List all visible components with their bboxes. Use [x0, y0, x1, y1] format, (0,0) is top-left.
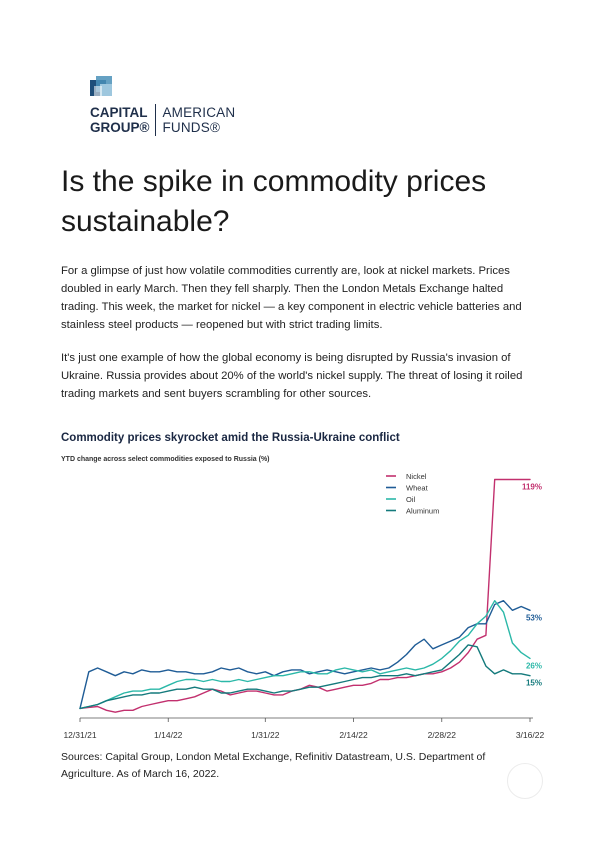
series-line-wheat	[79, 600, 531, 710]
legend-label-nickel: Nickel	[406, 472, 427, 481]
chart-title: Commodity prices skyrocket amid the Russ…	[61, 432, 400, 444]
brand-right-line1: AMERICAN	[162, 105, 236, 120]
page-marker-circle	[507, 763, 543, 799]
x-tick-label: 3/16/22	[516, 730, 545, 740]
intro-paragraph: For a glimpse of just how volatile commo…	[61, 265, 522, 331]
brand-left-line2: GROUP®	[90, 120, 150, 135]
x-tick-label: 1/31/22	[251, 730, 280, 740]
x-tick-label: 2/14/22	[339, 730, 368, 740]
x-tick-label: 12/31/21	[63, 730, 96, 740]
series-line-nickel	[79, 478, 531, 713]
end-label-nickel: 119%	[522, 483, 542, 492]
x-tick-label: 2/28/22	[428, 730, 457, 740]
x-tick-label: 1/14/22	[154, 730, 183, 740]
page-title: Is the spike in commodity prices sustain…	[61, 165, 487, 238]
series-line-aluminum	[79, 644, 531, 710]
context-paragraph: It's just one example of how the global …	[61, 352, 523, 400]
logo-squares-icon	[90, 76, 112, 100]
end-label-wheat: 53%	[526, 613, 542, 622]
end-label-aluminum: 15%	[526, 679, 542, 688]
end-label-oil: 26%	[526, 661, 542, 670]
source-note: Sources: Capital Group, London Metal Exc…	[61, 751, 486, 780]
series-line-oil	[79, 600, 531, 710]
legend-label-oil: Oil	[406, 495, 416, 504]
brand-right-line2: FUNDS®	[162, 120, 221, 135]
chart-subtitle: YTD change across select commodities exp…	[61, 456, 270, 463]
legend-label-aluminum: Aluminum	[406, 507, 439, 516]
brand-left-line1: CAPITAL	[90, 105, 148, 120]
brand-logo: CAPITAL GROUP® AMERICAN FUNDS®	[90, 76, 260, 138]
legend-label-wheat: Wheat	[406, 484, 429, 493]
